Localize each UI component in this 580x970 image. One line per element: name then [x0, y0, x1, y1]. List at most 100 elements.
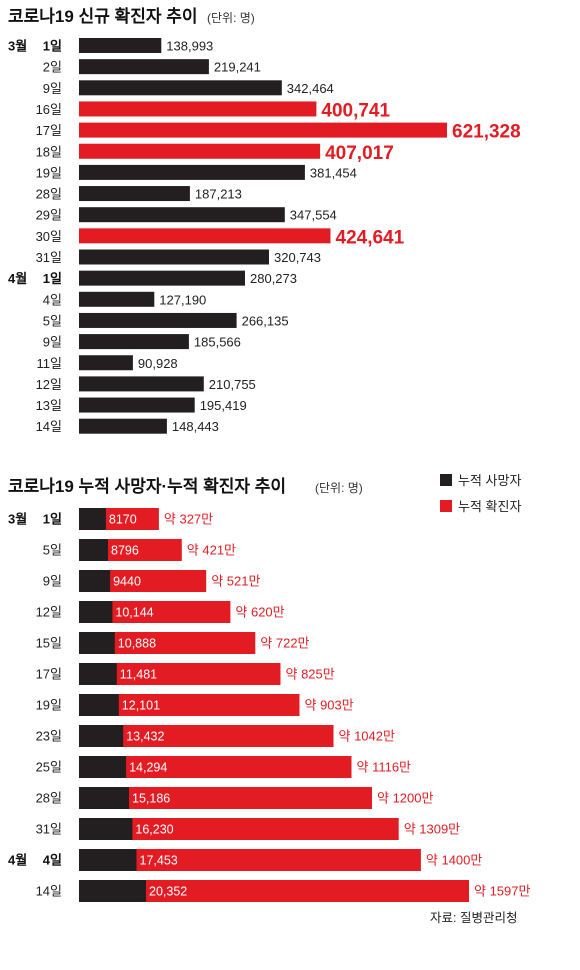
category-label: 5일: [43, 543, 62, 558]
cases-bar: [79, 601, 231, 623]
bar: [79, 186, 190, 202]
category-label: 12일: [36, 377, 62, 392]
chart2-title: 코로나19 누적 사망자·누적 확진자 추이: [8, 477, 286, 496]
cases-data-label: 약 521만: [211, 574, 260, 589]
cases-data-label: 약 620만: [235, 605, 284, 620]
cases-bar: [79, 694, 300, 716]
category-label: 9일: [43, 574, 62, 589]
data-label: 185,566: [194, 335, 241, 350]
category-label: 17일: [36, 123, 62, 138]
month-label: 4월: [8, 271, 27, 286]
category-label: 11일: [37, 356, 62, 371]
source-note: 자료: 질병관리청: [430, 911, 517, 925]
deaths-bar: [79, 663, 117, 685]
deaths-bar: [79, 725, 124, 747]
category-label: 4일: [43, 853, 62, 868]
data-label: 127,190: [159, 292, 206, 307]
deaths-bar: [79, 570, 111, 592]
category-label: 14일: [36, 884, 62, 899]
category-label: 4일: [43, 292, 62, 307]
category-label: 18일: [36, 144, 62, 159]
deaths-data-label: 10,144: [115, 606, 153, 620]
bar: [79, 143, 321, 159]
category-label: 12일: [36, 605, 62, 620]
category-label: 15일: [36, 636, 62, 651]
bar: [79, 397, 195, 413]
cases-data-label: 약 903만: [305, 698, 354, 713]
bar: [79, 418, 167, 434]
category-label: 31일: [36, 250, 62, 265]
month-label: 3월: [8, 512, 27, 527]
deaths-bar: [79, 756, 127, 778]
data-label: 621,328: [452, 122, 521, 143]
cases-data-label: 약 421만: [187, 543, 236, 558]
legend-swatch-cases: [440, 500, 452, 512]
bar: [79, 122, 447, 138]
bar: [79, 164, 305, 180]
category-label: 1일: [43, 39, 62, 54]
cases-data-label: 약 1309만: [404, 822, 460, 837]
bar: [79, 355, 133, 371]
cases-bar: [79, 725, 334, 747]
category-label: 9일: [43, 335, 62, 350]
category-label: 1일: [43, 271, 62, 286]
data-label: 138,993: [166, 39, 213, 54]
data-label: 347,554: [290, 208, 337, 223]
data-label: 407,017: [325, 143, 394, 164]
data-label: 90,928: [138, 356, 178, 371]
cases-data-label: 약 1042만: [339, 729, 395, 744]
bar: [79, 376, 204, 392]
data-label: 342,464: [287, 81, 334, 96]
deaths-data-label: 15,186: [132, 792, 170, 806]
category-label: 25일: [36, 760, 62, 775]
cases-bar: [79, 632, 256, 654]
deaths-data-label: 13,432: [126, 730, 164, 744]
category-label: 9일: [43, 81, 62, 96]
bar: [79, 270, 245, 286]
category-label: 16일: [36, 102, 62, 117]
deaths-data-label: 8170: [109, 513, 137, 527]
month-label: 4월: [8, 853, 27, 868]
legend-swatch-deaths: [440, 474, 452, 486]
category-label: 5일: [43, 313, 62, 328]
category-label: 31일: [36, 822, 62, 837]
deaths-bar: [79, 508, 106, 530]
deaths-bar: [79, 632, 115, 654]
month-label: 3월: [8, 39, 27, 54]
category-label: 1일: [43, 512, 62, 527]
bar: [79, 207, 285, 223]
deaths-data-label: 11,481: [120, 668, 157, 682]
data-label: 266,135: [242, 313, 289, 328]
bar: [79, 38, 162, 53]
deaths-data-label: 10,888: [118, 637, 156, 651]
legend-label-deaths: 누적 사망자: [458, 473, 521, 488]
deaths-bar: [79, 694, 119, 716]
chart2-unit-note: (단위: 명): [315, 481, 363, 495]
category-label: 30일: [36, 229, 62, 244]
cases-data-label: 약 1400만: [426, 853, 482, 868]
cases-data-label: 약 327만: [164, 512, 213, 527]
deaths-bar: [79, 539, 108, 561]
data-label: 280,273: [250, 271, 297, 286]
category-label: 14일: [36, 419, 62, 434]
cases-data-label: 약 1200만: [377, 791, 433, 806]
data-label: 424,641: [336, 227, 405, 248]
deaths-bar: [79, 818, 133, 840]
bar: [79, 228, 331, 244]
deaths-bar: [79, 880, 146, 902]
deaths-data-label: 14,294: [129, 761, 167, 775]
deaths-data-label: 9440: [113, 575, 141, 589]
bar: [79, 101, 317, 117]
chart1-unit-note: (단위: 명): [207, 11, 255, 25]
category-label: 2일: [43, 60, 62, 75]
bar: [79, 59, 209, 75]
bar: [79, 312, 237, 328]
data-label: 400,741: [321, 100, 390, 121]
deaths-data-label: 20,352: [149, 885, 187, 899]
chart1-title: 코로나19 신규 확진자 추이: [8, 7, 197, 26]
category-label: 23일: [36, 729, 62, 744]
bar: [79, 334, 189, 350]
category-label: 19일: [36, 165, 62, 180]
data-label: 187,213: [195, 187, 242, 202]
